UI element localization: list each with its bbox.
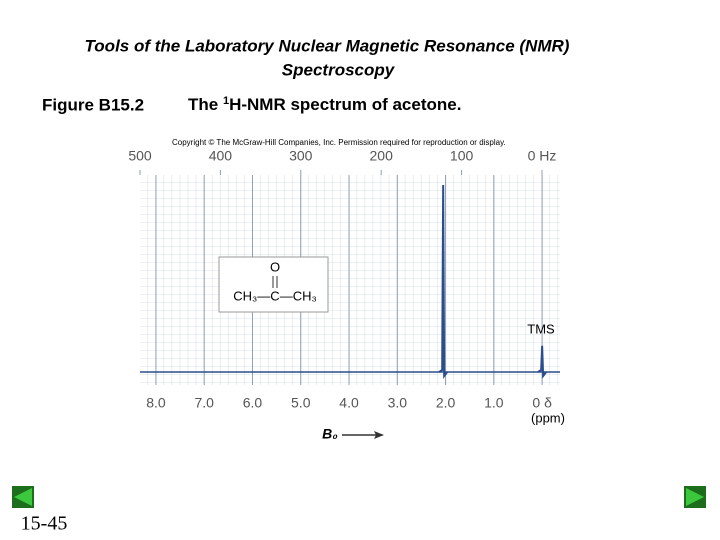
caption: The 1H-NMR spectrum of acetone. (188, 95, 461, 115)
caption-sup: 1 (223, 95, 229, 107)
x-label: B₀ (322, 426, 338, 442)
nav-next[interactable] (686, 488, 704, 506)
subtitle: Spectroscopy (282, 60, 396, 79)
x-tick-label: 7.0 (194, 395, 214, 411)
x-tick-label: 1.0 (484, 395, 504, 411)
x-tick-label: 8.0 (146, 395, 166, 411)
molecule-o: O (270, 259, 280, 274)
copyright: Copyright © The McGraw-Hill Companies, I… (172, 138, 506, 147)
x2-tick-label: 500 (128, 148, 152, 164)
x2-tick-label: 0 Hz (528, 148, 557, 164)
x-tick-label: 3.0 (388, 395, 408, 411)
x-tick-label: 4.0 (339, 395, 359, 411)
caption-text: The (188, 95, 223, 114)
arrow-head (374, 431, 384, 439)
x2-tick-label: 400 (209, 148, 233, 164)
x2-tick-label: 100 (450, 148, 474, 164)
plot-grid (140, 175, 560, 385)
peak (537, 345, 547, 379)
molecule-chain: CH₃—C—CH₃ (233, 288, 317, 303)
peak (438, 184, 448, 379)
x2-tick-label: 300 (289, 148, 313, 164)
x-unit: (ppm) (531, 410, 565, 425)
x-tick-label: 6.0 (243, 395, 263, 411)
figure-label: Figure B15.2 (42, 95, 144, 114)
x-tick-label: 2.0 (436, 395, 456, 411)
caption-text: H-NMR spectrum of acetone. (229, 95, 461, 114)
x2-tick-label: 200 (370, 148, 394, 164)
x-tick-label: 5.0 (291, 395, 311, 411)
annotation: TMS (527, 321, 555, 336)
x-tick-label: 0 δ (532, 395, 552, 411)
title: Tools of the Laboratory Nuclear Magnetic… (85, 36, 570, 55)
page-number: 15-45 (21, 513, 68, 535)
nav-back[interactable] (14, 488, 32, 506)
